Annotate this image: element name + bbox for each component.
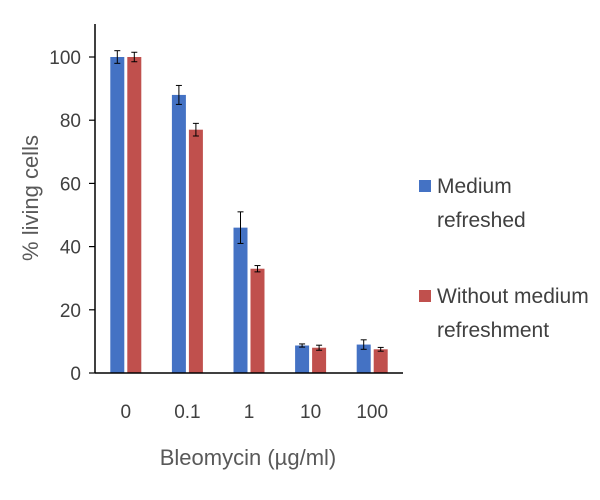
- x-tick-label: 1: [244, 402, 255, 423]
- bar-1-0: [127, 57, 142, 373]
- legend-swatch-without-medium-refreshment: [419, 290, 431, 302]
- bar-0-2: [233, 227, 248, 373]
- y-tick-label: 80: [60, 111, 81, 132]
- x-tick-label: 10: [300, 402, 321, 423]
- bars-group: [110, 57, 388, 374]
- legend-label-without-medium-refreshment: Without medium refreshment: [437, 285, 589, 342]
- x-ticks-group: 0 0.1 1 10 100: [121, 402, 389, 423]
- y-ticks-group: 0 20 40 60 80 100: [49, 48, 95, 385]
- bar-0-1: [171, 94, 186, 374]
- bar-1-1: [188, 129, 203, 373]
- x-tick-label: 100: [356, 402, 388, 423]
- legend: Medium refreshed Without medium refreshm…: [419, 170, 597, 348]
- legend-item-medium-refreshed: Medium refreshed: [419, 170, 597, 238]
- bar-0-3: [295, 345, 310, 373]
- x-axis-title: Bleomycin (µg/ml): [160, 445, 336, 470]
- x-tick-label: 0: [121, 402, 132, 423]
- y-tick-label: 60: [60, 174, 81, 195]
- legend-swatch-medium-refreshed: [419, 180, 431, 192]
- bar-1-3: [312, 347, 327, 373]
- legend-item-without-medium-refreshment: Without medium refreshment: [419, 280, 597, 348]
- x-tick-label: 0.1: [174, 402, 200, 423]
- y-tick-label: 0: [70, 364, 81, 385]
- y-tick-label: 40: [60, 238, 81, 259]
- bar-0-0: [110, 57, 125, 373]
- error-bars-group: [114, 50, 384, 352]
- y-tick-label: 100: [49, 48, 81, 69]
- legend-label-medium-refreshed: Medium refreshed: [437, 175, 526, 232]
- bar-0-4: [356, 344, 371, 373]
- y-axis-title: % living cells: [18, 135, 43, 261]
- bar-1-4: [373, 349, 388, 373]
- bar-1-2: [250, 268, 265, 373]
- y-tick-label: 20: [60, 301, 81, 322]
